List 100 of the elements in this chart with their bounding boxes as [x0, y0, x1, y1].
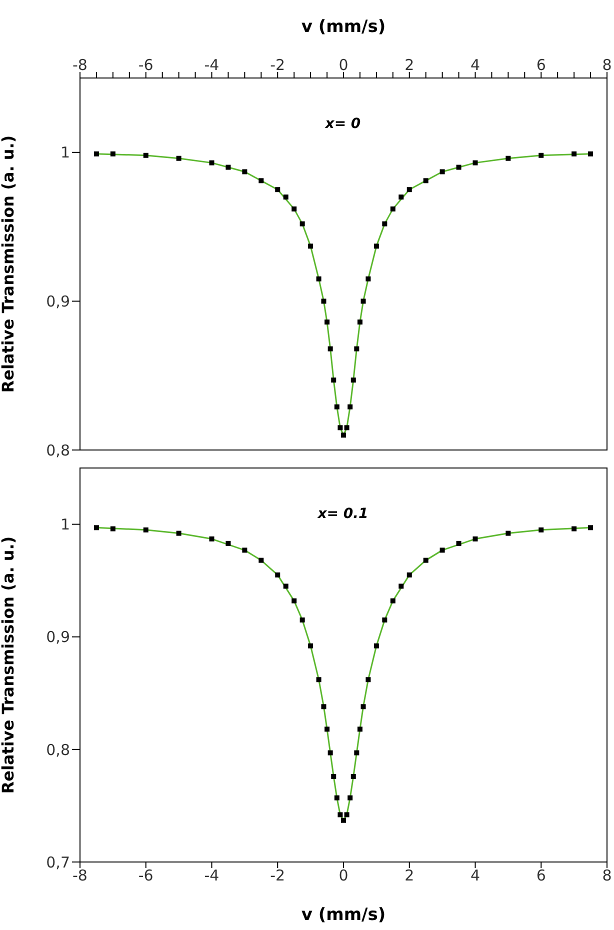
- point: [331, 774, 336, 779]
- point: [316, 677, 322, 682]
- point: [366, 677, 371, 682]
- point: [506, 530, 511, 536]
- x-tick-label: 6: [536, 866, 546, 885]
- point: [374, 643, 379, 648]
- point: [572, 526, 577, 532]
- point: [423, 178, 428, 184]
- x-tick-label: -4: [204, 56, 220, 74]
- point: [406, 187, 412, 192]
- point: [406, 572, 412, 578]
- point: [338, 425, 343, 430]
- point: [328, 346, 333, 352]
- point: [344, 812, 350, 818]
- point: [374, 244, 379, 249]
- point: [334, 795, 340, 800]
- point: [341, 432, 346, 438]
- x-tick-label: 0: [338, 56, 348, 74]
- point: [226, 540, 231, 546]
- point: [588, 151, 594, 156]
- point: [258, 558, 264, 563]
- point: [506, 156, 511, 161]
- x-tick-label: 0: [338, 866, 348, 885]
- point: [354, 346, 360, 352]
- point: [350, 774, 356, 779]
- point: [300, 221, 305, 226]
- point: [334, 404, 340, 410]
- y-tick-label: 0,9: [46, 628, 70, 646]
- point: [324, 726, 330, 732]
- point: [176, 156, 182, 161]
- point: [440, 548, 445, 553]
- x-tick-label: 6: [536, 56, 546, 74]
- point: [382, 221, 388, 226]
- y-tick-label: 0,8: [46, 740, 70, 759]
- point: [341, 818, 346, 823]
- point: [242, 548, 248, 553]
- x-tick-label: -8: [72, 866, 88, 885]
- point: [331, 378, 336, 383]
- point: [350, 378, 356, 383]
- y-tick-label: 1: [60, 516, 70, 534]
- point: [398, 194, 404, 200]
- point: [382, 617, 388, 622]
- x-tick-label: 8: [602, 56, 612, 74]
- x-tick-label: 4: [470, 866, 480, 885]
- point: [283, 584, 288, 589]
- point: [316, 276, 322, 282]
- point: [456, 164, 462, 170]
- point: [94, 525, 99, 530]
- point: [538, 152, 544, 158]
- x-tick-label: 4: [470, 56, 480, 74]
- y-tick-label: 0,9: [46, 292, 70, 311]
- point: [390, 598, 396, 604]
- x-tick-label: 2: [404, 866, 414, 885]
- point: [328, 750, 333, 756]
- point: [398, 584, 404, 589]
- point: [143, 152, 148, 158]
- point: [283, 194, 288, 200]
- y-tick-label: 0,7: [46, 853, 70, 872]
- point: [94, 151, 99, 156]
- point: [110, 151, 116, 156]
- point: [456, 540, 462, 546]
- point: [472, 536, 478, 542]
- point: [292, 206, 297, 212]
- point: [324, 320, 330, 325]
- x-axis-title: v (mm/s): [301, 17, 386, 38]
- point: [588, 525, 594, 530]
- x-tick-label: 2: [404, 56, 414, 74]
- point: [176, 530, 182, 536]
- point: [366, 276, 371, 282]
- x-tick-label: -6: [138, 866, 154, 885]
- point: [390, 206, 396, 212]
- point: [338, 812, 343, 818]
- point: [143, 527, 148, 532]
- point: [344, 425, 350, 430]
- annotation: x= 0: [324, 116, 361, 132]
- point: [308, 244, 314, 249]
- x-tick-label: 8: [602, 866, 612, 885]
- y-axis-title: Relative Transmission (a. u.): [0, 135, 18, 393]
- point: [538, 527, 544, 532]
- point: [423, 558, 428, 563]
- point: [209, 160, 214, 166]
- x-tick-label: -6: [138, 56, 154, 74]
- point: [472, 160, 478, 166]
- point: [292, 598, 297, 604]
- point: [572, 151, 577, 156]
- point: [300, 617, 305, 622]
- x-tick-label: -2: [270, 56, 286, 74]
- point: [348, 404, 353, 410]
- point: [357, 726, 362, 732]
- x-tick-label: -2: [270, 866, 286, 885]
- x-tick-label: -8: [72, 56, 88, 74]
- point: [209, 536, 214, 542]
- point: [321, 298, 326, 304]
- point: [275, 572, 280, 578]
- point: [275, 187, 280, 192]
- point: [110, 526, 116, 532]
- x-axis-title: v (mm/s): [301, 905, 386, 925]
- point: [308, 643, 314, 648]
- point: [357, 320, 362, 325]
- point: [226, 164, 231, 170]
